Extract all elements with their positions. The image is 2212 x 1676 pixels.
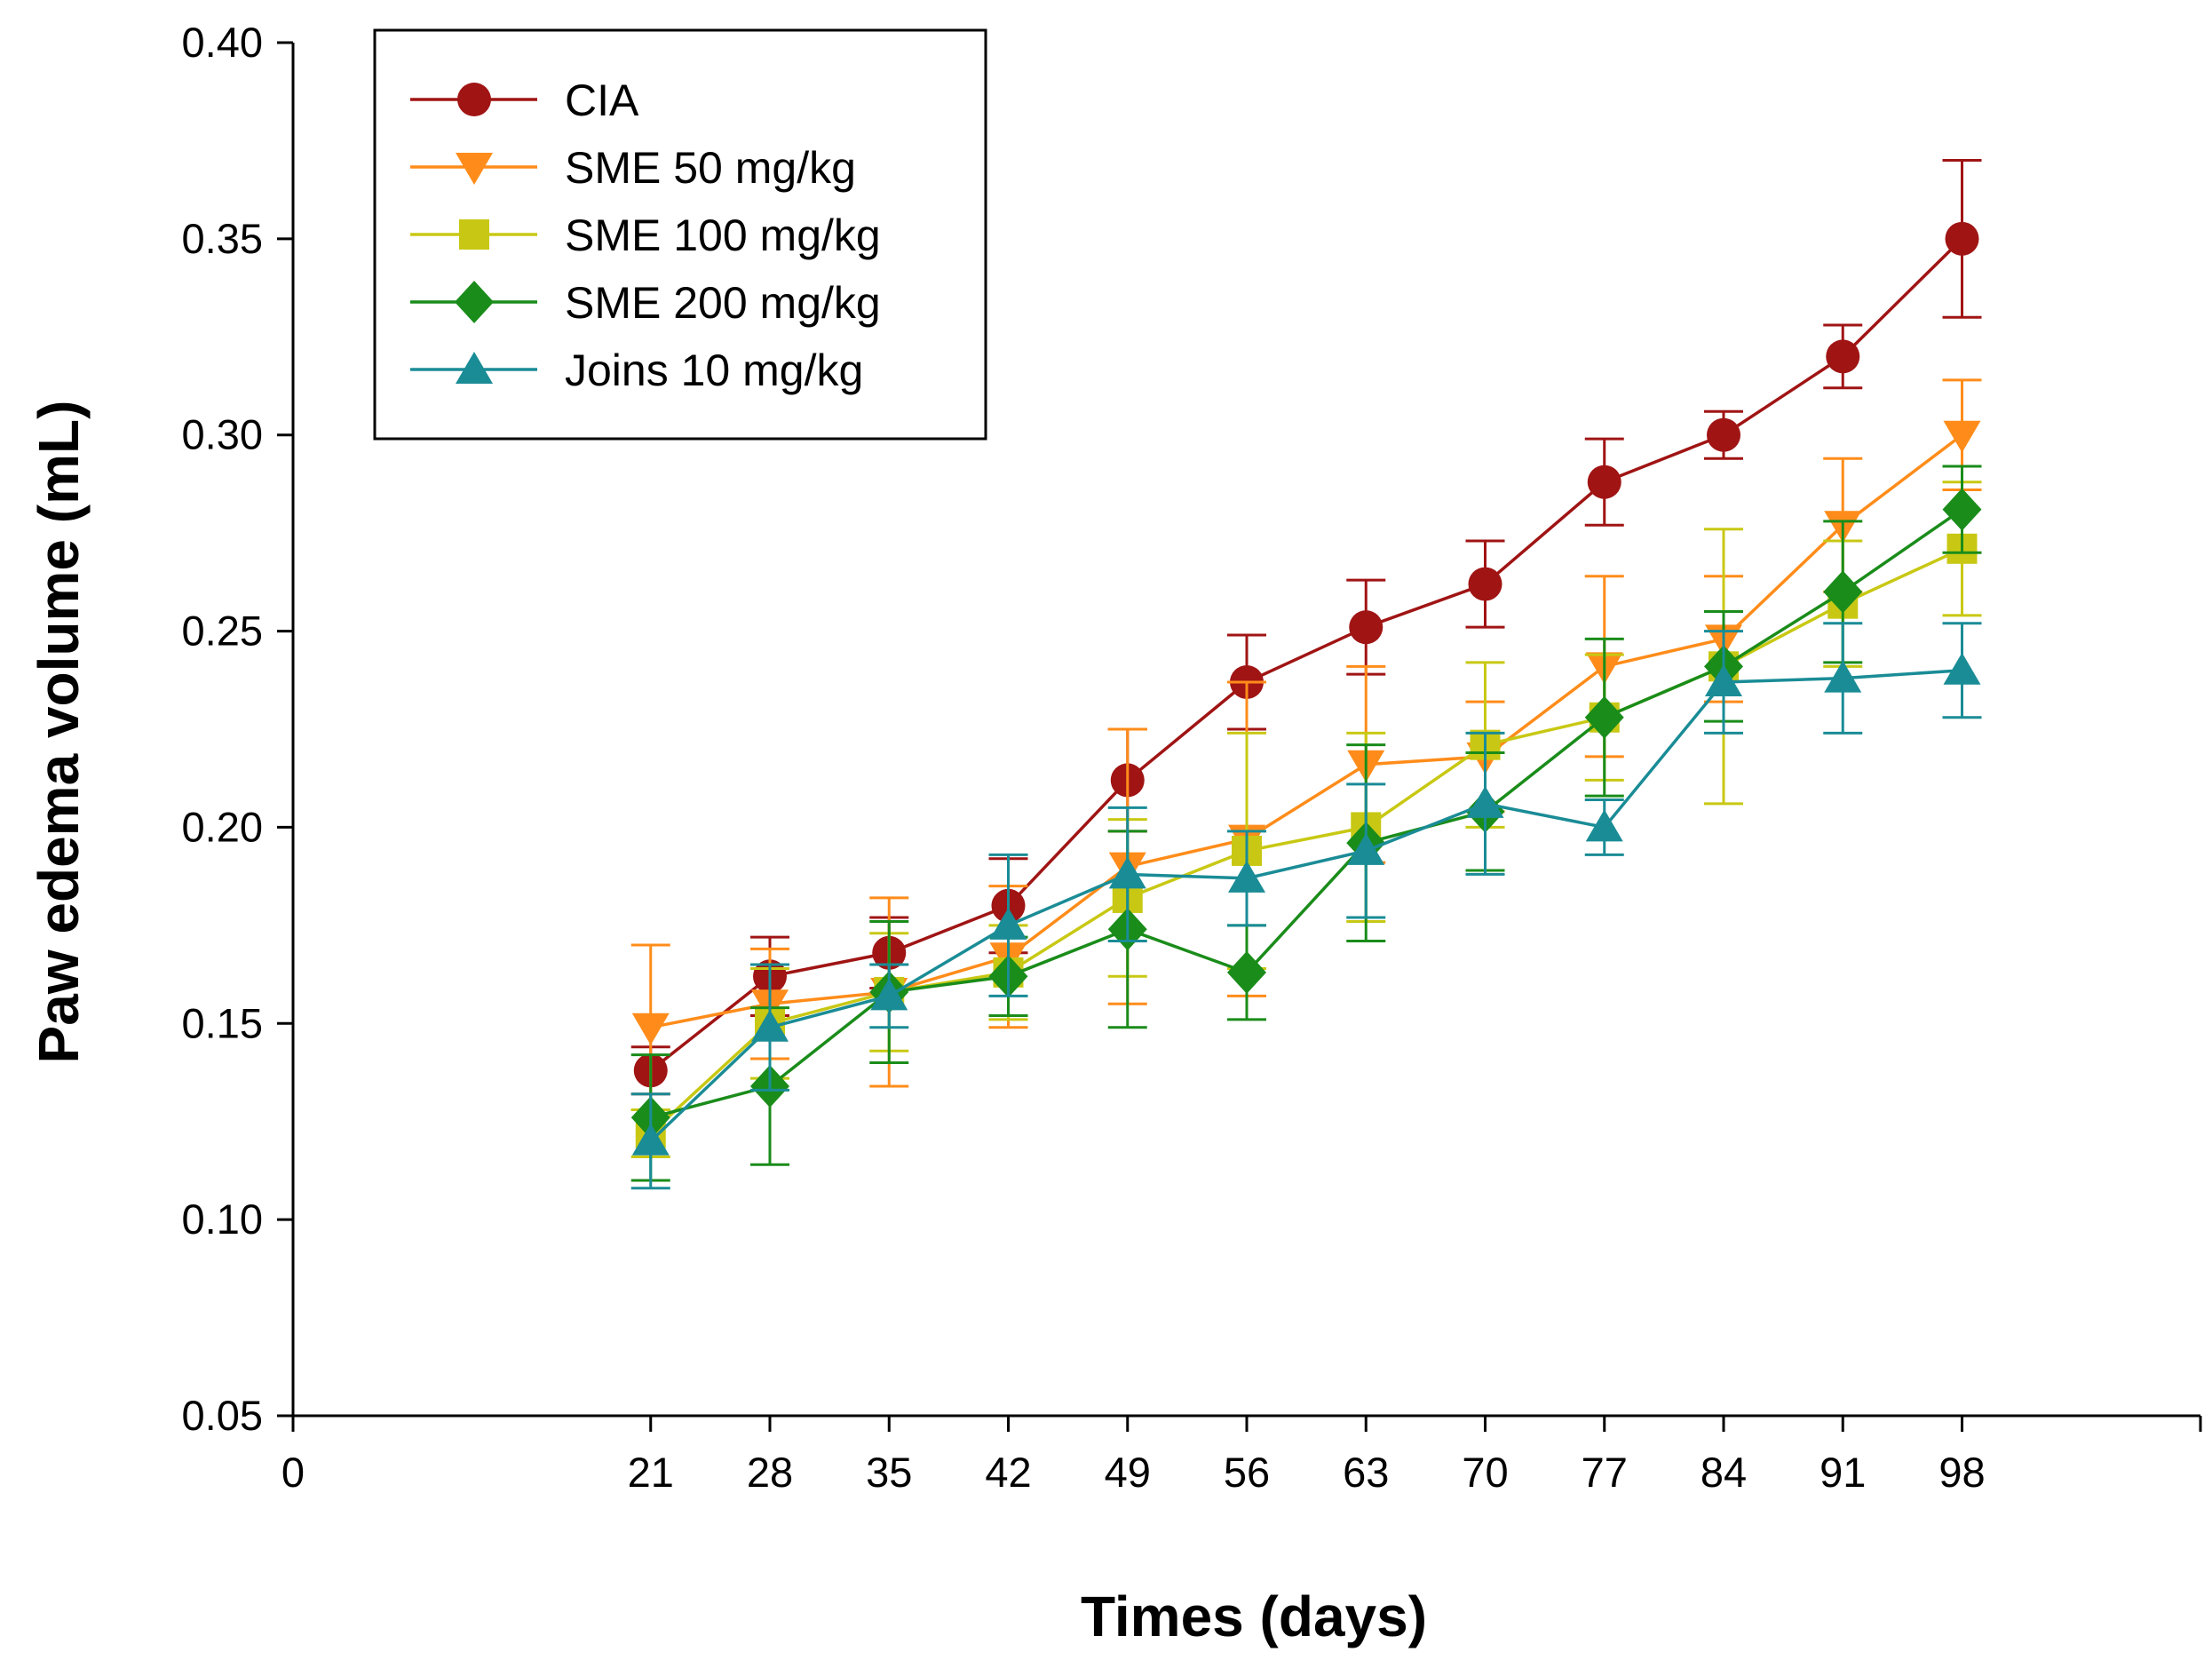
legend: CIA SME 50 mg/kg SME 100 mg/kg SME 200 mg/k… (373, 28, 987, 441)
data-point (1705, 663, 1742, 696)
legend-label: CIA (565, 75, 639, 125)
data-point (1468, 567, 1502, 601)
y-tick-label: 0.20 (182, 803, 263, 850)
series-sme-200-mg-kg (630, 465, 1982, 1182)
legend-item: SME 100 mg/kg (410, 210, 881, 260)
x-tick-label: 49 (1105, 1449, 1151, 1496)
data-point (989, 907, 1027, 940)
x-tick-label: 98 (1938, 1449, 1985, 1496)
data-point (1347, 832, 1385, 865)
x-tick-label: 70 (1462, 1449, 1508, 1496)
y-tick-label: 0.10 (182, 1195, 263, 1243)
data-point (1227, 950, 1266, 994)
x-tick-label: 77 (1582, 1449, 1628, 1496)
data-point (1824, 660, 1862, 693)
data-point (1943, 420, 1981, 453)
x-tick-label: 84 (1701, 1449, 1747, 1496)
legend-marker (457, 83, 491, 116)
data-point (631, 1013, 670, 1045)
data-point (1587, 465, 1621, 499)
plot-area (630, 159, 1982, 1190)
legend-label: SME 200 mg/kg (565, 278, 881, 328)
legend-marker (459, 219, 489, 250)
legend-item: Joins 10 mg/kg (410, 346, 863, 395)
legend-label: SME 50 mg/kg (565, 143, 856, 193)
data-point (1943, 652, 1981, 685)
series-line (649, 237, 1963, 1072)
legend-marker (455, 281, 494, 323)
data-point (1108, 856, 1146, 889)
data-point (1349, 610, 1383, 645)
data-point (1466, 785, 1504, 818)
y-axis-title: Paw edema volume (mL) (27, 401, 91, 1064)
y-tick-label: 0.35 (182, 215, 263, 262)
series-line (649, 547, 1963, 1135)
data-point (1826, 339, 1860, 374)
series-line (649, 668, 1962, 1143)
data-point (1945, 221, 1979, 256)
series-sme-50-mg-kg (630, 378, 1982, 1111)
data-point (1823, 570, 1863, 614)
data-point (870, 978, 908, 1011)
x-tick-label: 21 (628, 1449, 674, 1496)
x-tick-label: 56 (1224, 1449, 1270, 1496)
x-axis: 0 21 28 35 42 49 56 63 70 77 84 91 98 (281, 1414, 2202, 1496)
y-axis: 0.05 0.10 0.15 0.20 0.25 0.30 0.35 0.40 (182, 19, 295, 1439)
data-point (631, 1123, 670, 1156)
legend-marker (456, 352, 493, 384)
x-tick-label: 63 (1343, 1449, 1389, 1496)
x-tick-label: 28 (747, 1449, 793, 1496)
data-point (1707, 417, 1740, 452)
series-line (650, 433, 1963, 1029)
series-line (650, 508, 1963, 1119)
x-axis-title: Times (days) (1081, 1585, 1427, 1648)
y-tick-label: 0.15 (182, 999, 263, 1046)
data-point (1585, 809, 1623, 842)
legend-label: SME 100 mg/kg (565, 210, 881, 260)
data-point (1584, 695, 1624, 739)
legend-label: Joins 10 mg/kg (565, 346, 863, 395)
x-tick-label: 0 (281, 1449, 305, 1496)
x-tick-label: 35 (866, 1449, 912, 1496)
series-joins-10-mg-kg (630, 622, 1982, 1190)
legend-item: CIA (410, 75, 639, 125)
y-tick-label: 0.40 (182, 19, 263, 66)
data-point (751, 1009, 789, 1042)
y-tick-label: 0.30 (182, 411, 263, 458)
data-point (1942, 488, 1982, 531)
series-sme-100-mg-kg (630, 481, 1982, 1158)
x-tick-label: 42 (985, 1449, 1031, 1496)
legend-marker (456, 153, 493, 185)
data-point (1228, 860, 1265, 893)
y-tick-label: 0.05 (182, 1392, 263, 1439)
x-tick-label: 91 (1820, 1449, 1866, 1496)
legend-item: SME 200 mg/kg (410, 278, 881, 328)
legend-item: SME 50 mg/kg (410, 143, 856, 193)
y-tick-label: 0.25 (182, 608, 263, 655)
